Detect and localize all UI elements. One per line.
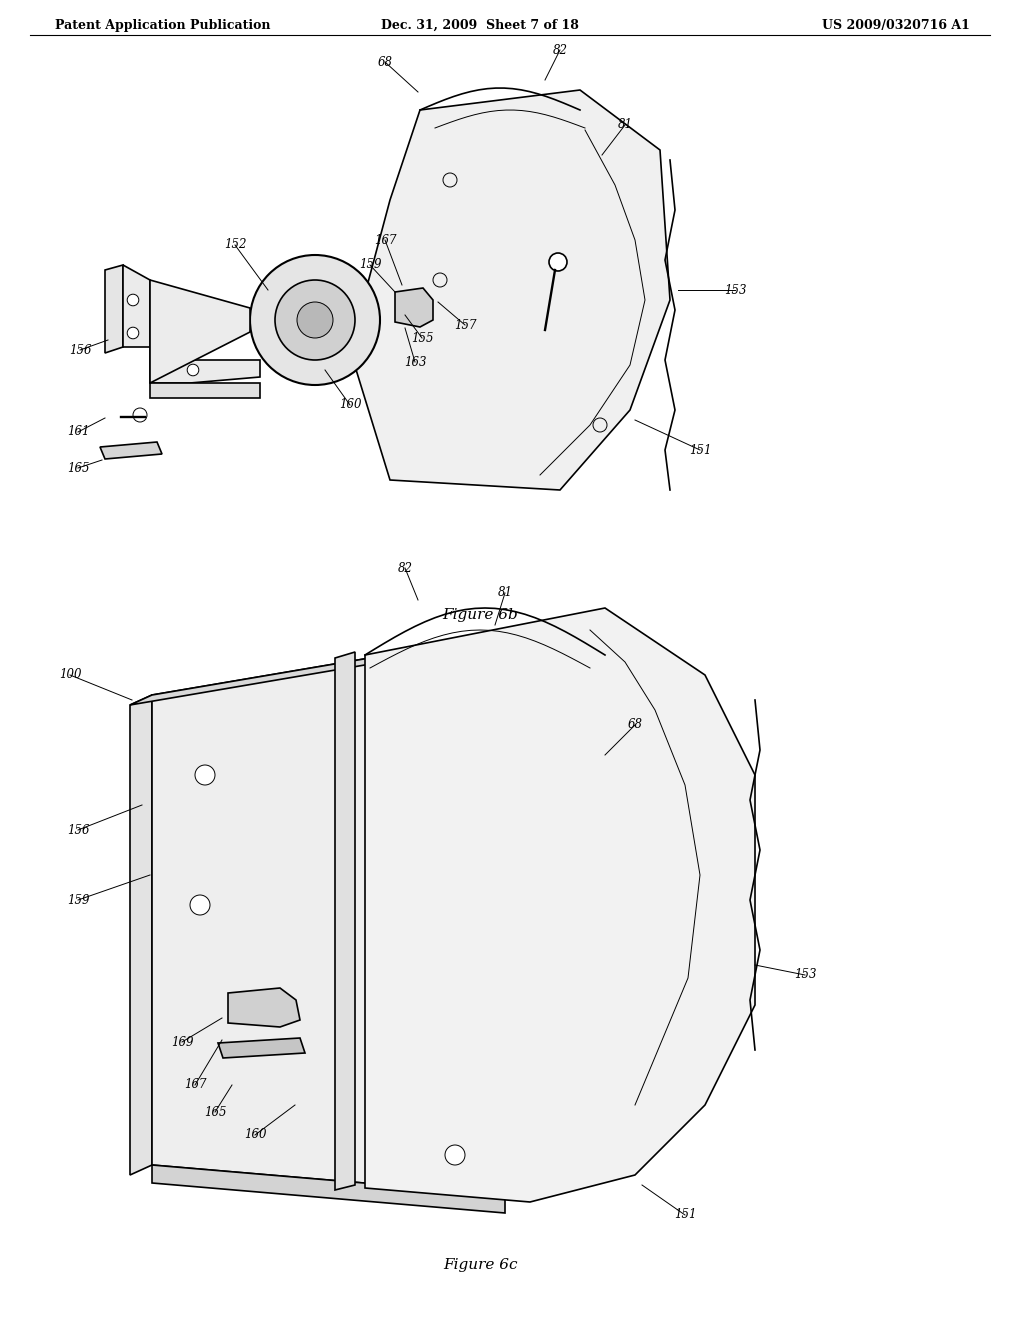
Polygon shape	[395, 288, 433, 327]
Circle shape	[190, 895, 210, 915]
Text: Patent Application Publication: Patent Application Publication	[55, 18, 270, 32]
Circle shape	[195, 766, 215, 785]
Text: 160: 160	[244, 1129, 266, 1142]
Polygon shape	[218, 1038, 305, 1059]
Text: 82: 82	[553, 44, 567, 57]
Text: 156: 156	[67, 824, 89, 837]
Text: Figure 6c: Figure 6c	[442, 1258, 517, 1272]
Text: 157: 157	[454, 318, 476, 331]
Circle shape	[275, 280, 355, 360]
Text: 163: 163	[403, 355, 426, 368]
Circle shape	[127, 294, 139, 306]
Polygon shape	[152, 1166, 505, 1213]
Polygon shape	[150, 280, 250, 383]
Circle shape	[433, 273, 447, 286]
Polygon shape	[105, 265, 123, 352]
Text: 159: 159	[67, 894, 89, 907]
Text: 167: 167	[374, 234, 396, 247]
Text: 156: 156	[69, 343, 91, 356]
Text: 152: 152	[224, 239, 246, 252]
Polygon shape	[228, 987, 300, 1027]
Polygon shape	[130, 635, 505, 705]
Polygon shape	[150, 383, 260, 399]
Circle shape	[127, 327, 139, 339]
Circle shape	[133, 408, 147, 422]
Text: 68: 68	[628, 718, 642, 731]
Text: 153: 153	[724, 284, 746, 297]
Polygon shape	[335, 652, 355, 1191]
Circle shape	[445, 1144, 465, 1166]
Polygon shape	[152, 635, 575, 1195]
Circle shape	[549, 253, 567, 271]
Circle shape	[187, 364, 199, 376]
Text: 82: 82	[397, 561, 413, 574]
Text: 68: 68	[378, 55, 392, 69]
Text: 151: 151	[674, 1209, 696, 1221]
Polygon shape	[350, 90, 670, 490]
Text: 167: 167	[183, 1078, 206, 1092]
Text: 155: 155	[411, 331, 433, 345]
Polygon shape	[130, 696, 152, 1175]
Text: 160: 160	[339, 399, 361, 412]
Text: 151: 151	[689, 444, 712, 457]
Text: Figure 6b: Figure 6b	[442, 609, 518, 622]
Text: 161: 161	[67, 425, 89, 438]
Circle shape	[443, 173, 457, 187]
Circle shape	[297, 302, 333, 338]
Text: US 2009/0320716 A1: US 2009/0320716 A1	[822, 18, 970, 32]
Text: 153: 153	[794, 969, 816, 982]
Polygon shape	[123, 265, 260, 383]
Circle shape	[593, 418, 607, 432]
Polygon shape	[365, 609, 755, 1203]
Circle shape	[250, 255, 380, 385]
Text: 169: 169	[171, 1035, 194, 1048]
Text: 100: 100	[58, 668, 81, 681]
Polygon shape	[100, 442, 162, 459]
Text: Dec. 31, 2009  Sheet 7 of 18: Dec. 31, 2009 Sheet 7 of 18	[381, 18, 579, 32]
Text: 81: 81	[498, 586, 512, 599]
Text: 159: 159	[358, 259, 381, 272]
Text: 81: 81	[617, 119, 633, 132]
Text: 165: 165	[204, 1106, 226, 1118]
Text: 165: 165	[67, 462, 89, 474]
